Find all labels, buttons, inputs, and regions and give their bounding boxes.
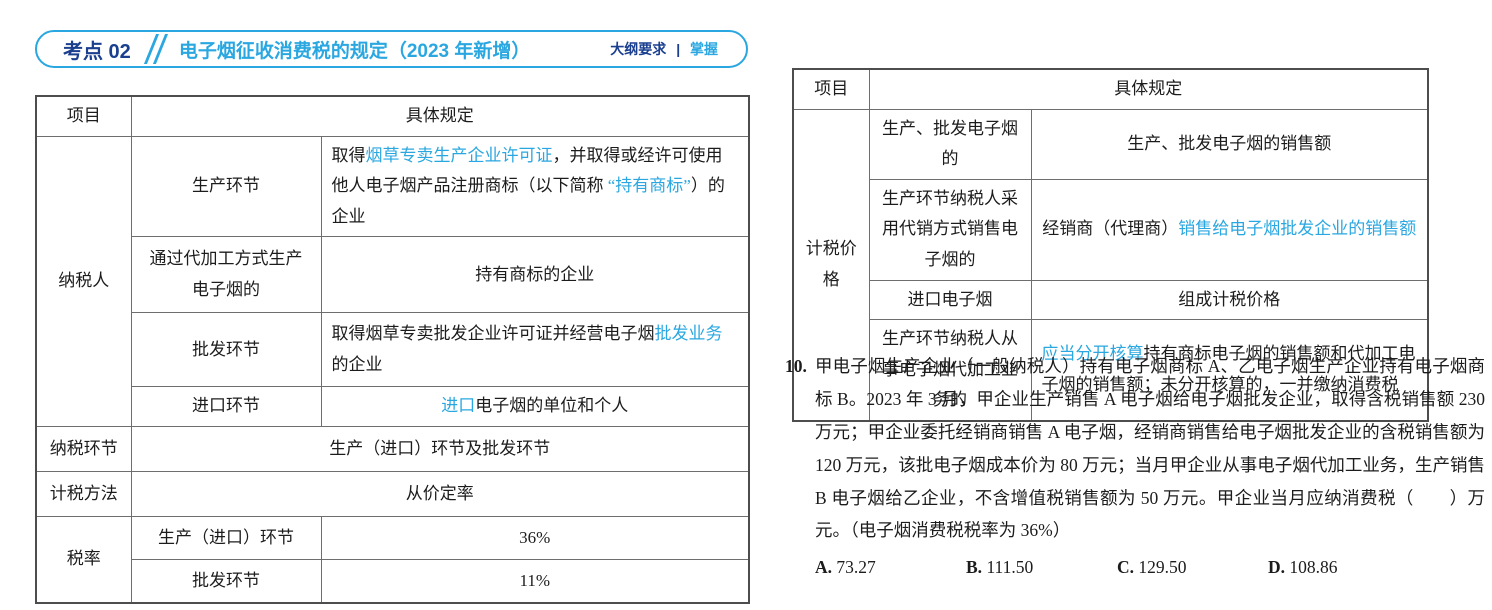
row-label: 生产环节纳税人从事电子烟代加工业务的: [868, 319, 1032, 422]
requirement-value: 掌握: [690, 41, 718, 57]
taxable-price-table: 项目 具体规定 计税价格 生产、批发电子烟的 生产、批发电子烟的销售额 生产环节…: [792, 68, 1429, 422]
row-value: 应当分开核算持有商标电子烟的销售额和代加工电子烟的销售额；未分开核算的，一并缴纳…: [1030, 319, 1429, 422]
row-value: 生产（进口）环节及批发环节: [130, 425, 750, 472]
row-value: 取得烟草专卖批发企业许可证并经营电子烟批发业务的企业: [320, 312, 750, 388]
row-label: 进口电子烟: [868, 279, 1032, 321]
answer-option-c: C. 129.50: [1117, 551, 1268, 584]
option-label: B.: [966, 557, 983, 578]
row-label: 生产环节: [130, 135, 322, 238]
topic-header: 考点 02 电子烟征收消费税的规定（2023 年新增） 大纲要求 | 掌握: [35, 30, 748, 68]
row-label: 生产、批发电子烟的: [868, 108, 1032, 180]
requirement-label: 大纲要求: [610, 41, 667, 57]
option-label: D.: [1268, 557, 1286, 578]
requirement-separator: |: [676, 41, 681, 57]
group-label-taxpayer: 纳税人: [35, 135, 132, 427]
row-value: 从价定率: [130, 470, 750, 517]
row-value: 组成计税价格: [1030, 279, 1429, 321]
option-label: C.: [1117, 557, 1135, 578]
row-value: 生产、批发电子烟的销售额: [1030, 108, 1429, 180]
double-slash-icon: [143, 34, 168, 64]
row-label: 批发环节: [130, 558, 322, 604]
row-value: 36%: [320, 515, 750, 560]
row-value: 持有商标的企业: [320, 236, 750, 314]
option-value: 73.27: [836, 557, 876, 578]
option-value: 108.86: [1289, 557, 1338, 578]
topic-number-badge: 考点 02: [63, 40, 131, 63]
row-label: 批发环节: [130, 312, 322, 388]
row-label: 计税方法: [35, 470, 132, 517]
answer-option-b: B. 111.50: [966, 551, 1117, 584]
row-label: 进口环节: [130, 386, 322, 427]
row-value: 进口电子烟的单位和个人: [320, 386, 750, 427]
question-text: 甲电子烟生产企业（一般纳税人）持有电子烟商标 A、乙电子烟生产企业持有电子烟商标…: [815, 356, 1485, 541]
row-label: 纳税环节: [35, 425, 132, 472]
option-label: A.: [815, 557, 833, 578]
option-value: 111.50: [986, 557, 1034, 578]
row-label: 通过代加工方式生产电子烟的: [130, 236, 322, 314]
question-number: 10.: [785, 356, 807, 376]
syllabus-requirement: 大纲要求 | 掌握: [610, 39, 746, 59]
row-value: 11%: [320, 558, 750, 604]
topic-title: 电子烟征收消费税的规定（2023 年新增）: [178, 40, 531, 62]
option-value: 129.50: [1138, 557, 1187, 578]
taxpayer-regulation-table: 项目 具体规定 纳税人 生产环节 取得烟草专卖生产企业许可证，并取得或经许可使用…: [35, 95, 750, 605]
row-value: 取得烟草专卖生产企业许可证，并取得或经许可使用他人电子烟产品注册商标（以下简称 …: [320, 135, 750, 238]
group-label-tax-rate: 税率: [35, 515, 132, 604]
column-header-item: 项目: [792, 68, 870, 110]
answer-option-a: A. 73.27: [815, 551, 966, 584]
column-header-item: 项目: [35, 95, 132, 137]
answer-options: A. 73.27 B. 111.50 C. 129.50 D. 108.86: [815, 551, 1485, 584]
row-value: 经销商（代理商）销售给电子烟批发企业的销售额: [1030, 178, 1429, 281]
group-label-taxable-price: 计税价格: [792, 108, 870, 422]
answer-option-d: D. 108.86: [1268, 551, 1419, 584]
column-header-rule: 具体规定: [868, 68, 1429, 110]
practice-question: 10. 甲电子烟生产企业（一般纳税人）持有电子烟商标 A、乙电子烟生产企业持有电…: [785, 350, 1485, 584]
column-header-rule: 具体规定: [130, 95, 750, 137]
row-label: 生产环节纳税人采用代销方式销售电子烟的: [868, 178, 1032, 281]
row-label: 生产（进口）环节: [130, 515, 322, 560]
